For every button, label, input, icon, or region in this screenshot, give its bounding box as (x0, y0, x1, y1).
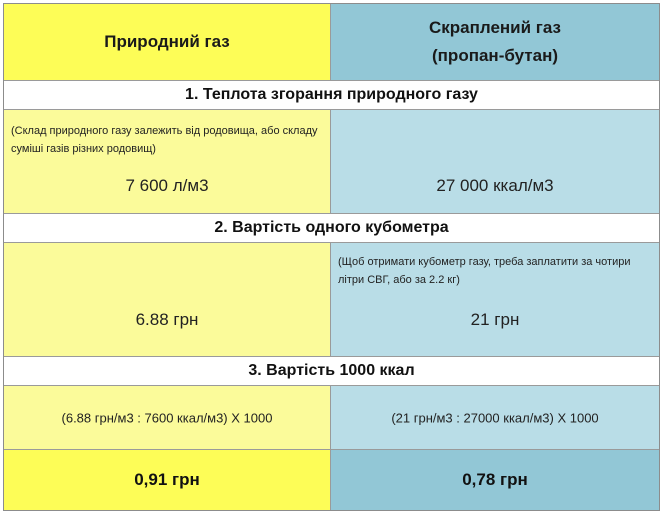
section3-title: 3. Вартість 1000 ккал (248, 362, 415, 379)
section3-left-formula-cell: (6.88 грн/м3 : 7600 ккал/м3) Х 1000 (4, 386, 331, 450)
section1-left-cell: (Склад природного газу залежить від родо… (4, 110, 331, 214)
header-natural-gas: Природний газ (4, 4, 331, 81)
header-row: Природний газ Скраплений газ (пропан-бут… (4, 4, 659, 81)
section1-title-row: 1. Теплота згорання природного газу (4, 81, 659, 110)
section3-left-result: 0,91 грн (134, 470, 200, 489)
section3-title-cell: 3. Вартість 1000 ккал (4, 357, 659, 386)
gas-comparison-table: Природний газ Скраплений газ (пропан-бут… (3, 3, 660, 511)
section3-right-formula: (21 грн/м3 : 27000 ккал/м3) Х 1000 (391, 410, 599, 425)
header-natural-gas-label: Природний газ (104, 32, 230, 51)
header-liquefied-gas-label: Скраплений газ (пропан-бутан) (331, 14, 659, 70)
section1-left-note: (Склад природного газу залежить від родо… (11, 125, 318, 155)
section1-title: 1. Теплота згорання природного газу (185, 86, 478, 103)
section2-right-note: (Щоб отримати кубометр газу, треба запла… (338, 256, 631, 286)
section1-right-cell: 27 000 ккал/м3 (331, 110, 659, 214)
header-liquefied-gas-line2: (пропан-бутан) (432, 46, 558, 65)
section3-left-result-cell: 0,91 грн (4, 450, 331, 510)
section1-values-row: (Склад природного газу залежить від родо… (4, 110, 659, 214)
section2-values-row: 6.88 грн (Щоб отримати кубометр газу, тр… (4, 243, 659, 357)
section1-title-cell: 1. Теплота згорання природного газу (4, 81, 659, 110)
section3-right-formula-cell: (21 грн/м3 : 27000 ккал/м3) Х 1000 (331, 386, 659, 450)
section2-right-value: 21 грн (470, 310, 520, 329)
header-liquefied-gas-line1: Скраплений газ (428, 18, 561, 37)
section3-right-result: 0,78 грн (462, 470, 528, 489)
section3-formula-row: (6.88 грн/м3 : 7600 ккал/м3) Х 1000 (21 … (4, 386, 659, 450)
section3-title-row: 3. Вартість 1000 ккал (4, 357, 659, 386)
section2-title-cell: 2. Вартість одного кубометра (4, 214, 659, 243)
section3-left-formula: (6.88 грн/м3 : 7600 ккал/м3) Х 1000 (61, 410, 273, 425)
section1-left-value: 7 600 л/м3 (125, 176, 209, 195)
section1-right-value: 27 000 ккал/м3 (436, 176, 554, 195)
section3-right-result-cell: 0,78 грн (331, 450, 659, 510)
section2-title: 2. Вартість одного кубометра (214, 219, 449, 236)
section2-right-cell: (Щоб отримати кубометр газу, треба запла… (331, 243, 659, 357)
section3-result-row: 0,91 грн 0,78 грн (4, 450, 659, 510)
header-liquefied-gas: Скраплений газ (пропан-бутан) (331, 4, 659, 81)
section2-left-cell: 6.88 грн (4, 243, 331, 357)
section2-title-row: 2. Вартість одного кубометра (4, 214, 659, 243)
section2-left-value: 6.88 грн (135, 310, 199, 329)
